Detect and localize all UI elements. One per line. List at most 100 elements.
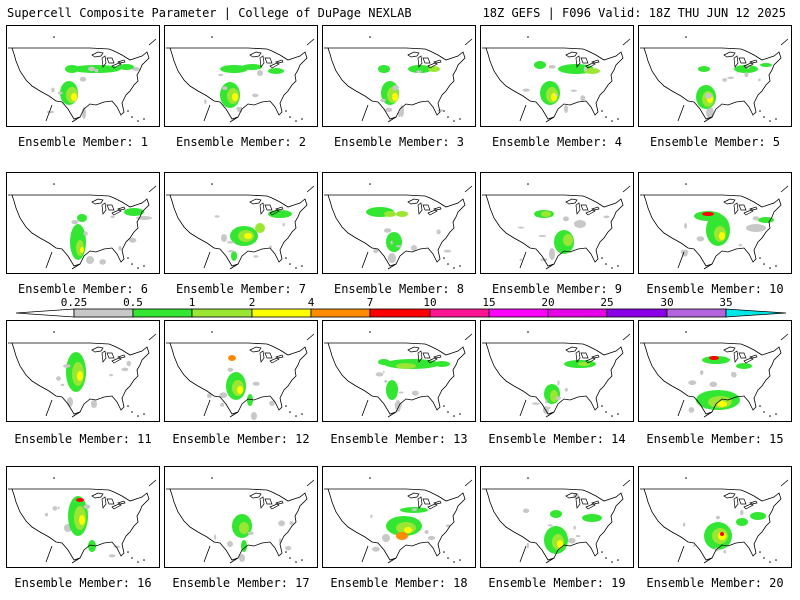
scp-contour (251, 412, 257, 420)
great-lake (106, 498, 115, 505)
great-lake (417, 350, 423, 363)
great-lake (249, 51, 262, 58)
scp-contour (77, 371, 83, 381)
great-lake (275, 206, 284, 211)
great-lake (422, 498, 431, 505)
scp-contour (746, 224, 766, 232)
scp-contour (404, 527, 412, 533)
great-lake (259, 350, 265, 363)
great-lake (417, 55, 423, 68)
scp-contour (56, 376, 61, 381)
ensemble-member-map (638, 320, 792, 422)
great-lake (575, 350, 581, 363)
member-caption: Ensemble Member: 17 (172, 576, 310, 590)
colorbar-bin (606, 308, 668, 318)
border-line (482, 479, 631, 564)
island-dot (453, 561, 455, 563)
ensemble-member-map (638, 172, 792, 274)
great-lake (738, 57, 747, 64)
scp-contour (77, 214, 87, 222)
great-lake (407, 51, 420, 58)
scp-contour (214, 534, 217, 540)
island-dot (289, 557, 291, 559)
island-dot (127, 110, 129, 112)
island-dot (527, 477, 529, 479)
scp-contour (760, 63, 772, 67)
country-outline (169, 342, 308, 415)
island-dot (285, 110, 287, 112)
scp-contour (88, 540, 96, 552)
country-outline (11, 488, 150, 561)
island-dot (763, 557, 765, 559)
member-caption: Ensemble Member: 1 (17, 135, 149, 149)
great-lake (259, 496, 265, 509)
scp-contour (738, 244, 743, 247)
island-dot (443, 110, 445, 112)
great-lake (106, 57, 115, 64)
scp-contour (563, 234, 573, 246)
scp-contour (680, 249, 689, 255)
great-lake (275, 354, 284, 359)
scp-contour (52, 506, 58, 511)
island-dot (685, 36, 687, 38)
colorbar-bin (132, 308, 193, 318)
great-lake (591, 354, 600, 359)
scp-contour (204, 99, 207, 104)
great-lake (738, 352, 747, 359)
scp-contour (228, 355, 236, 361)
island-dot (131, 116, 133, 118)
island-dot (131, 263, 133, 265)
island-dot (447, 411, 449, 413)
great-lake (417, 496, 423, 509)
scp-contour (385, 107, 393, 112)
scp-contour (118, 64, 134, 70)
country-outline (643, 488, 782, 561)
island-dot (53, 183, 55, 185)
scp-contour (382, 370, 385, 374)
scp-contour (534, 61, 546, 69)
scp-contour (557, 380, 560, 386)
member-caption: Ensemble Member: 12 (172, 432, 310, 446)
island-dot (769, 561, 771, 563)
ensemble-member-map (164, 320, 318, 422)
great-lake (743, 62, 754, 69)
ensemble-member-map (164, 25, 318, 127)
great-lake (433, 59, 442, 64)
colorbar-tick-label: 20 (541, 296, 555, 309)
scp-contour (541, 211, 551, 217)
scp-contour (517, 226, 525, 229)
ensemble-member-map (6, 172, 160, 274)
scp-contour (567, 537, 576, 544)
great-lake (723, 492, 736, 499)
island-dot (137, 415, 139, 417)
great-lake (580, 57, 589, 64)
scp-contour (124, 208, 144, 216)
scp-contour (232, 93, 238, 101)
ensemble-member-map (322, 320, 476, 422)
scp-contour (555, 396, 561, 400)
scp-contour (67, 397, 73, 407)
great-lake (749, 59, 758, 64)
map-title: Supercell Composite Parameter | College … (7, 6, 412, 20)
island-dot (295, 120, 297, 122)
great-lake (749, 206, 758, 211)
scp-contour (237, 386, 243, 394)
great-lake (259, 202, 265, 215)
scp-contour (80, 247, 84, 253)
map-canvas (482, 36, 631, 123)
scp-contour (244, 233, 252, 239)
scp-contour (740, 509, 744, 516)
scp-contour (60, 383, 65, 387)
map-canvas (482, 477, 631, 564)
map-canvas (640, 477, 789, 564)
country-outline (11, 47, 150, 120)
great-lake (106, 352, 115, 359)
great-lake (427, 357, 438, 364)
great-lake (565, 346, 578, 353)
island-dot (447, 557, 449, 559)
scp-contour (242, 64, 262, 70)
scp-contour (603, 215, 610, 219)
great-lake (433, 354, 442, 359)
island-dot (285, 405, 287, 407)
scp-contour (750, 512, 766, 520)
